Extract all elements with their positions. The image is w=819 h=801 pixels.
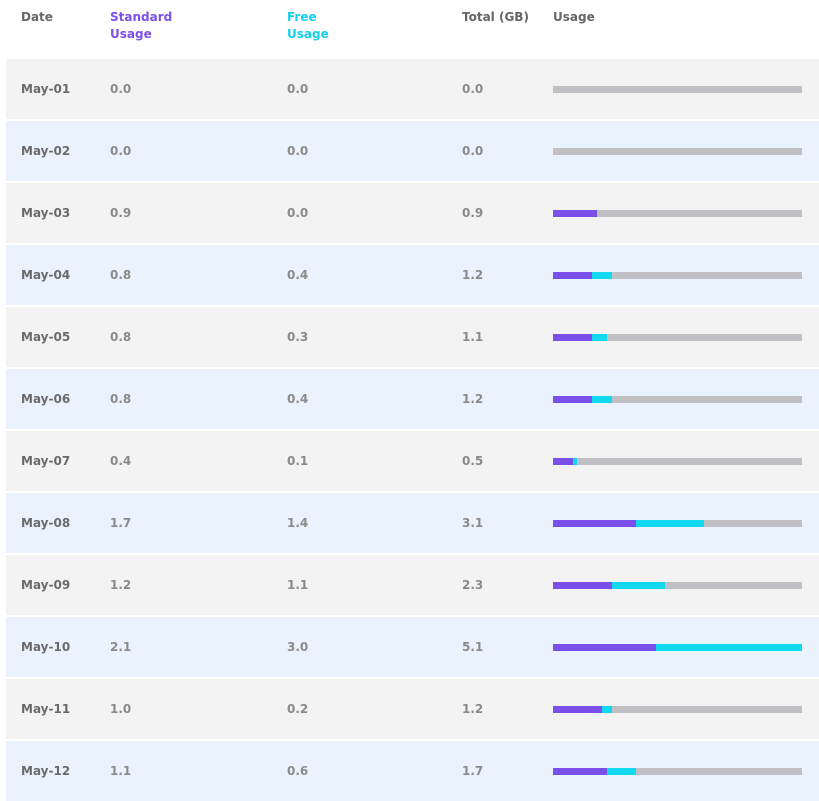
- free-usage-cell: 0.2: [287, 702, 309, 716]
- standard-segment: [553, 458, 573, 465]
- date-cell: May-07: [21, 454, 71, 468]
- header-total: Total (GB): [462, 10, 529, 24]
- header-date: Date: [21, 10, 53, 24]
- free-segment: [592, 334, 607, 341]
- total-usage-cell: 3.1: [462, 516, 484, 530]
- standard-segment: [553, 520, 636, 527]
- standard-usage-cell: 1.7: [110, 516, 132, 530]
- date-cell: May-06: [21, 392, 71, 406]
- date-cell: May-11: [21, 702, 71, 716]
- table-row: May-10 2.1 3.0 5.1: [6, 617, 819, 677]
- free-usage-cell: 1.4: [287, 516, 309, 530]
- standard-usage-cell: 0.8: [110, 268, 132, 282]
- free-segment: [655, 644, 802, 651]
- usage-bar: [553, 86, 802, 93]
- total-usage-cell: 0.9: [462, 206, 484, 220]
- usage-bar: [553, 148, 802, 155]
- date-cell: May-03: [21, 206, 71, 220]
- date-cell: May-10: [21, 640, 71, 654]
- standard-usage-cell: 0.0: [110, 144, 132, 158]
- table-row: May-06 0.8 0.4 1.2: [6, 369, 819, 429]
- usage-bar: [553, 768, 802, 775]
- table-row: May-12 1.1 0.6 1.7: [6, 741, 819, 801]
- usage-bar: [553, 520, 802, 527]
- free-usage-cell: 0.3: [287, 330, 309, 344]
- free-usage-cell: 0.1: [287, 454, 309, 468]
- total-usage-cell: 1.1: [462, 330, 484, 344]
- total-usage-cell: 1.2: [462, 392, 484, 406]
- free-segment: [606, 768, 636, 775]
- date-cell: May-12: [21, 764, 71, 778]
- standard-segment: [553, 706, 602, 713]
- usage-bar: [553, 458, 802, 465]
- total-usage-cell: 0.5: [462, 454, 484, 468]
- usage-bar: [553, 334, 802, 341]
- date-cell: May-08: [21, 516, 71, 530]
- standard-segment: [553, 768, 607, 775]
- standard-usage-cell: 0.9: [110, 206, 132, 220]
- free-segment: [592, 272, 612, 279]
- standard-segment: [553, 334, 593, 341]
- free-usage-cell: 0.0: [287, 144, 309, 158]
- standard-usage-cell: 0.8: [110, 330, 132, 344]
- free-segment: [572, 458, 578, 465]
- table-row: May-11 1.0 0.2 1.2: [6, 679, 819, 739]
- table-row: May-01 0.0 0.0 0.0: [6, 59, 819, 119]
- total-usage-cell: 1.2: [462, 702, 484, 716]
- standard-segment: [553, 272, 593, 279]
- usage-bar: [553, 272, 802, 279]
- free-usage-cell: 0.4: [287, 392, 309, 406]
- free-segment: [601, 706, 612, 713]
- usage-bar: [553, 644, 802, 651]
- table-row: May-09 1.2 1.1 2.3: [6, 555, 819, 615]
- free-segment: [592, 396, 612, 403]
- table-row: May-03 0.9 0.0 0.9: [6, 183, 819, 243]
- usage-bar: [553, 396, 802, 403]
- usage-bar: [553, 210, 802, 217]
- total-usage-cell: 5.1: [462, 640, 484, 654]
- free-usage-cell: 0.0: [287, 206, 309, 220]
- standard-usage-cell: 2.1: [110, 640, 132, 654]
- standard-segment: [553, 582, 612, 589]
- total-usage-cell: 0.0: [462, 144, 484, 158]
- total-usage-cell: 1.2: [462, 268, 484, 282]
- header-usage: Usage: [553, 10, 595, 24]
- header-free: Free Usage: [287, 10, 329, 41]
- total-usage-cell: 1.7: [462, 764, 484, 778]
- table-row: May-05 0.8 0.3 1.1: [6, 307, 819, 367]
- standard-usage-cell: 1.1: [110, 764, 132, 778]
- date-cell: May-09: [21, 578, 71, 592]
- date-cell: May-01: [21, 82, 71, 96]
- standard-segment: [553, 396, 593, 403]
- standard-usage-cell: 0.4: [110, 454, 132, 468]
- table-row: May-04 0.8 0.4 1.2: [6, 245, 819, 305]
- standard-segment: [553, 210, 597, 217]
- standard-usage-cell: 0.8: [110, 392, 132, 406]
- header-standard: Standard Usage: [110, 10, 173, 41]
- standard-segment: [553, 644, 656, 651]
- date-cell: May-04: [21, 268, 71, 282]
- date-cell: May-05: [21, 330, 71, 344]
- table-row: May-08 1.7 1.4 3.1: [6, 493, 819, 553]
- free-segment: [611, 582, 666, 589]
- date-cell: May-02: [21, 144, 71, 158]
- standard-usage-cell: 1.0: [110, 702, 132, 716]
- total-usage-cell: 2.3: [462, 578, 484, 592]
- free-segment: [636, 520, 705, 527]
- usage-bar: [553, 582, 802, 589]
- standard-usage-cell: 1.2: [110, 578, 132, 592]
- table-row: May-07 0.4 0.1 0.5: [6, 431, 819, 491]
- free-usage-cell: 0.4: [287, 268, 309, 282]
- table-row: May-02 0.0 0.0 0.0: [6, 121, 819, 181]
- usage-bar: [553, 706, 802, 713]
- free-usage-cell: 1.1: [287, 578, 309, 592]
- standard-usage-cell: 0.0: [110, 82, 132, 96]
- total-usage-cell: 0.0: [462, 82, 484, 96]
- free-usage-cell: 3.0: [287, 640, 309, 654]
- free-usage-cell: 0.0: [287, 82, 309, 96]
- free-usage-cell: 0.6: [287, 764, 309, 778]
